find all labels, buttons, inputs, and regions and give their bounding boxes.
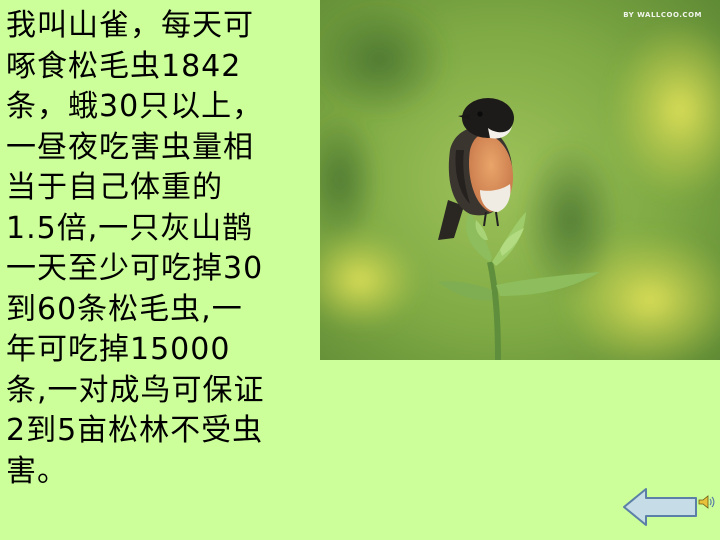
text-line: 害。 — [6, 453, 68, 489]
text-line: 条，蛾30只以上， — [6, 89, 264, 124]
text-line: 1.5倍,一只灰山鹊 — [6, 210, 254, 246]
text-line: 2到5亩松林不受虫 — [6, 413, 264, 448]
bird — [438, 98, 514, 240]
speaker-icon-graphic — [698, 495, 715, 509]
photo-watermark: BY WALLCOO.COM — [623, 11, 702, 19]
back-arrow-button[interactable] — [622, 487, 698, 527]
text-line: 年可吃掉15000 — [6, 332, 231, 367]
bird-photo-image — [320, 0, 720, 360]
plant — [438, 212, 600, 360]
left-arrow-icon — [623, 488, 697, 526]
text-line: 条,一对成鸟可保证 — [6, 372, 265, 408]
text-line: 我叫山雀，每天可 — [6, 8, 254, 43]
text-line: 啄食松毛虫1842 — [6, 48, 242, 84]
text-line: 一天至少可吃掉30 — [6, 251, 264, 286]
text-line: 当于自己体重的 — [6, 170, 223, 205]
bird-photo: BY WALLCOO.COM — [320, 0, 720, 360]
slide-text: 我叫山雀，每天可 啄食松毛虫1842 条，蛾30只以上， 一昼夜吃害虫量相 当于… — [6, 6, 318, 492]
text-line: 到60条松毛虫,一 — [6, 291, 243, 327]
speaker-icon[interactable] — [697, 493, 715, 511]
text-line: 一昼夜吃害虫量相 — [6, 129, 254, 165]
